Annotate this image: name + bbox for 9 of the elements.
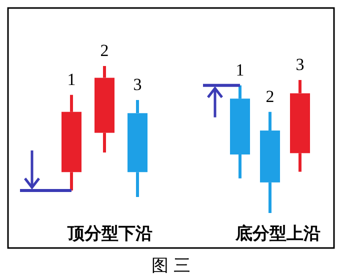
annotation: 2: [266, 86, 274, 106]
x-axis-title: 顶分型下沿: [66, 224, 152, 244]
text: 3: [296, 55, 304, 74]
annotation: 3: [133, 75, 142, 94]
annotation: 1: [67, 70, 76, 89]
text: 1: [236, 60, 244, 80]
text: 2: [100, 41, 109, 60]
text: 图 三: [151, 256, 191, 276]
x-axis-title: 底分型上沿: [234, 224, 320, 244]
